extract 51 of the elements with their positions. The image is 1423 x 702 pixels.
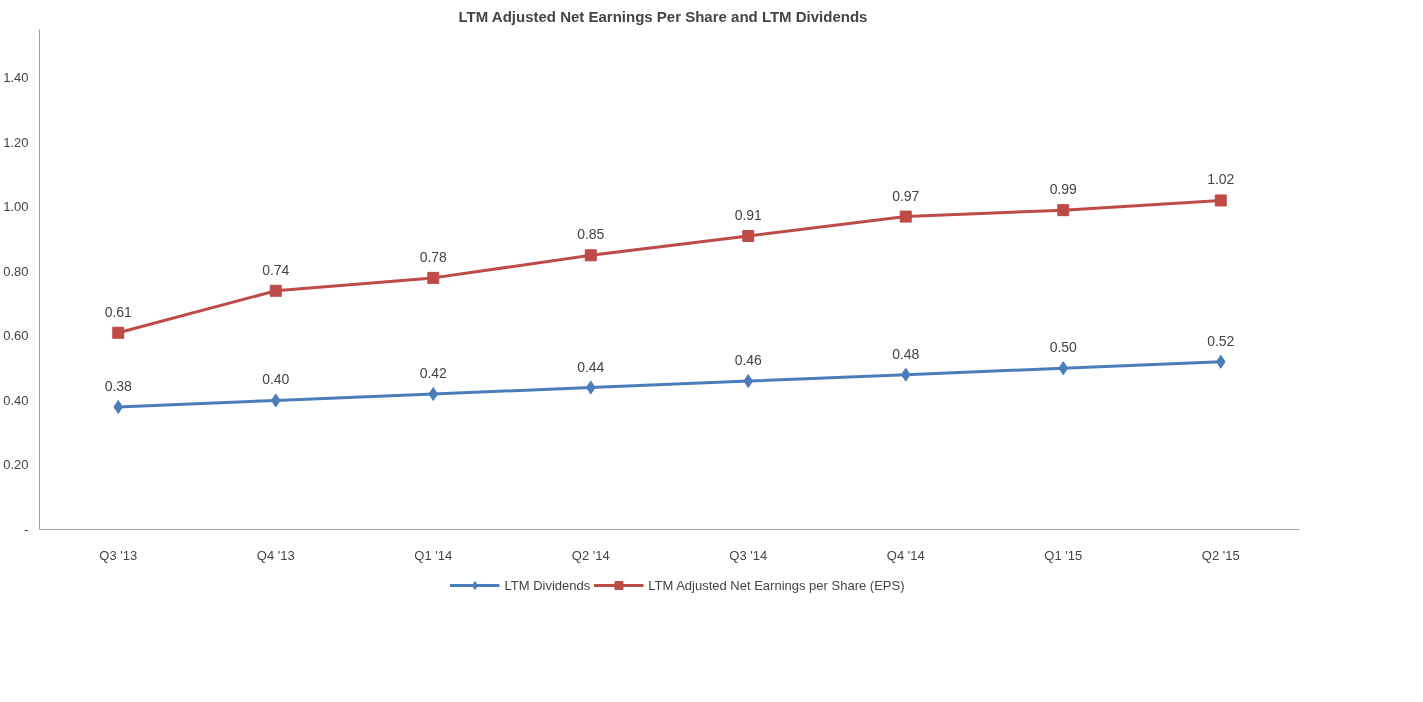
x-tick-label: Q4 '13 — [256, 547, 295, 563]
point — [1215, 354, 1226, 369]
data-label: 0.46 — [734, 352, 763, 369]
data-label: 0.44 — [577, 358, 605, 375]
data-label: 0.91 — [734, 206, 763, 223]
point — [1058, 361, 1069, 376]
y-tick-label: 0.20 — [3, 457, 29, 473]
x-tick-label: Q1 '14 — [414, 547, 453, 563]
data-label: 0.61 — [104, 303, 133, 320]
point — [899, 210, 912, 223]
legend-label: LTM Dividends — [504, 577, 591, 593]
point — [428, 387, 439, 402]
chart-title: LTM Adjusted Net Earnings Per Share and LTM Dividends — [458, 7, 868, 25]
data-label: 0.97 — [892, 187, 920, 204]
x-tick-label: Q3 '13 — [99, 547, 138, 563]
point — [742, 229, 755, 242]
x-tick-label: Q1 '15 — [1044, 547, 1083, 563]
point — [112, 326, 125, 339]
data-label: 0.40 — [262, 371, 290, 388]
data-label: 0.48 — [892, 345, 920, 362]
data-label: 0.42 — [419, 365, 448, 382]
data-label: 0.74 — [262, 261, 290, 278]
point — [113, 399, 124, 414]
point — [900, 367, 911, 382]
data-label: 0.99 — [1049, 181, 1078, 198]
y-tick-label: - — [24, 522, 29, 537]
y-tick-label: 1.00 — [3, 199, 29, 215]
data-label: 0.52 — [1207, 332, 1235, 349]
x-tick-label: Q2 '14 — [571, 547, 610, 563]
y-tick-label: 0.80 — [3, 263, 29, 279]
data-label: 0.85 — [577, 226, 605, 243]
point — [1214, 194, 1227, 207]
y-tick-label: 1.40 — [3, 70, 29, 86]
y-tick-label: 1.20 — [3, 134, 29, 150]
data-label: 0.78 — [419, 248, 448, 265]
data-label: 1.02 — [1207, 171, 1235, 188]
x-tick-label: Q2 '15 — [1201, 547, 1240, 563]
data-label: 0.50 — [1049, 339, 1078, 356]
point — [1057, 204, 1070, 217]
legend-label: LTM Adjusted Net Earnings per Share (EPS) — [648, 577, 905, 593]
y-tick-label: 0.40 — [3, 392, 29, 408]
x-tick-label: Q3 '14 — [729, 547, 768, 563]
point — [270, 393, 281, 408]
point — [427, 271, 440, 284]
y-tick-label: 0.60 — [3, 328, 29, 344]
point — [743, 374, 754, 389]
data-label: 0.38 — [104, 377, 133, 394]
point — [584, 249, 597, 262]
point — [585, 380, 596, 395]
x-tick-label: Q4 '14 — [886, 547, 925, 563]
point — [269, 284, 282, 297]
